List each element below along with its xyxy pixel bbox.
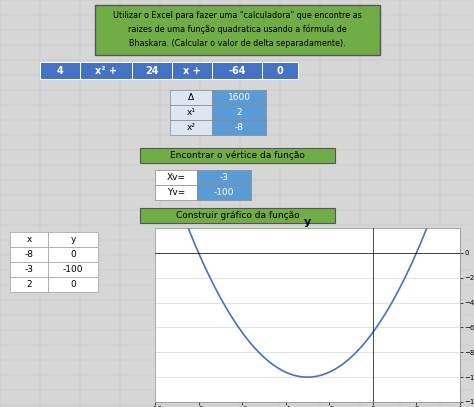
Text: x² +: x² + [95,66,117,76]
FancyBboxPatch shape [212,120,266,135]
y [318,373,323,378]
Text: Yv=: Yv= [167,188,185,197]
FancyBboxPatch shape [212,105,266,120]
Text: Xv=: Xv= [166,173,185,182]
FancyBboxPatch shape [197,185,251,200]
Text: -8: -8 [25,250,34,259]
FancyBboxPatch shape [262,62,298,79]
FancyBboxPatch shape [10,262,48,277]
Text: Δ: Δ [188,93,194,102]
FancyBboxPatch shape [155,170,197,185]
Text: Utilizar o Excel para fazer uma "calculadora" que encontre as: Utilizar o Excel para fazer uma "calcula… [113,11,362,20]
Text: 2: 2 [236,108,242,117]
y [304,375,310,380]
y [450,152,456,157]
Text: -100: -100 [214,188,234,197]
FancyBboxPatch shape [10,232,48,247]
FancyBboxPatch shape [95,5,380,55]
Text: x¹: x¹ [186,108,195,117]
FancyBboxPatch shape [170,90,212,105]
FancyBboxPatch shape [48,262,98,277]
Text: -8: -8 [235,123,244,132]
FancyBboxPatch shape [132,62,172,79]
FancyBboxPatch shape [10,277,48,292]
Text: -3: -3 [25,265,34,274]
FancyBboxPatch shape [155,185,197,200]
FancyBboxPatch shape [172,62,212,79]
Text: x: x [27,235,32,244]
Text: -64: -64 [228,66,246,76]
Text: 0: 0 [70,250,76,259]
y [334,365,340,370]
FancyBboxPatch shape [48,247,98,262]
Text: x +: x + [183,66,201,76]
FancyBboxPatch shape [10,247,48,262]
Text: -100: -100 [63,265,83,274]
Text: y: y [70,235,76,244]
y [299,374,304,379]
FancyBboxPatch shape [140,208,335,223]
FancyBboxPatch shape [197,170,251,185]
y [297,374,303,379]
FancyBboxPatch shape [170,105,212,120]
Text: 0: 0 [277,66,283,76]
FancyBboxPatch shape [48,232,98,247]
Line: y: y [155,133,460,377]
Text: -3: -3 [219,173,228,182]
Text: 24: 24 [145,66,159,76]
Text: 4: 4 [56,66,64,76]
Text: 2: 2 [26,280,32,289]
FancyBboxPatch shape [170,120,212,135]
FancyBboxPatch shape [212,90,266,105]
Text: 1600: 1600 [228,93,250,102]
FancyBboxPatch shape [140,148,335,163]
Text: Bhaskara. (Calcular o valor de delta separadamente).: Bhaskara. (Calcular o valor de delta sep… [129,39,346,48]
FancyBboxPatch shape [212,62,262,79]
FancyBboxPatch shape [48,277,98,292]
y [152,131,158,136]
Text: raizes de uma função quadratica usando a fórmula de: raizes de uma função quadratica usando a… [128,24,347,34]
Text: x²: x² [186,123,195,132]
y [457,131,463,136]
Text: Encontrar o vértice da função: Encontrar o vértice da função [170,151,305,160]
FancyBboxPatch shape [80,62,132,79]
Text: 0: 0 [70,280,76,289]
FancyBboxPatch shape [40,62,80,79]
Title: y: y [304,217,311,227]
Text: Construir gráfico da função: Construir gráfico da função [176,211,299,220]
y [403,274,409,279]
